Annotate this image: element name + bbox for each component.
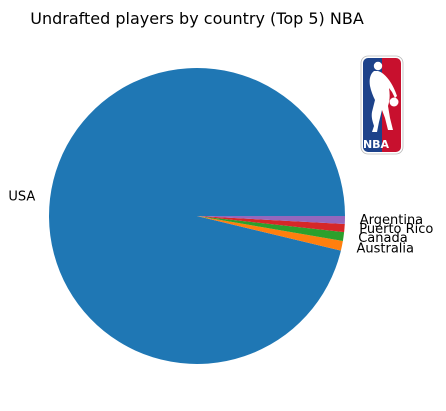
pie-slice-canada	[197, 216, 345, 241]
pie-slice-australia	[197, 216, 343, 251]
chart-title: Undrafted players by country (Top 5) NBA	[30, 9, 364, 28]
nba-logo-text: NBA	[363, 138, 390, 151]
pie-label-puerto-rico: Puerto Rico	[359, 222, 433, 237]
nba-logo-icon: NBA	[360, 55, 404, 155]
pie-slice-argentina	[197, 216, 345, 225]
pie-slice-usa	[49, 67, 346, 364]
pie-slice-puerto-rico	[197, 216, 345, 233]
pie-label-australia: Australia	[356, 241, 414, 256]
pie-label-usa: USA	[8, 189, 35, 204]
pie-slices	[49, 67, 346, 364]
pie-label-argentina: Argentina	[360, 213, 423, 228]
pie-label-canada: Canada	[358, 231, 407, 246]
